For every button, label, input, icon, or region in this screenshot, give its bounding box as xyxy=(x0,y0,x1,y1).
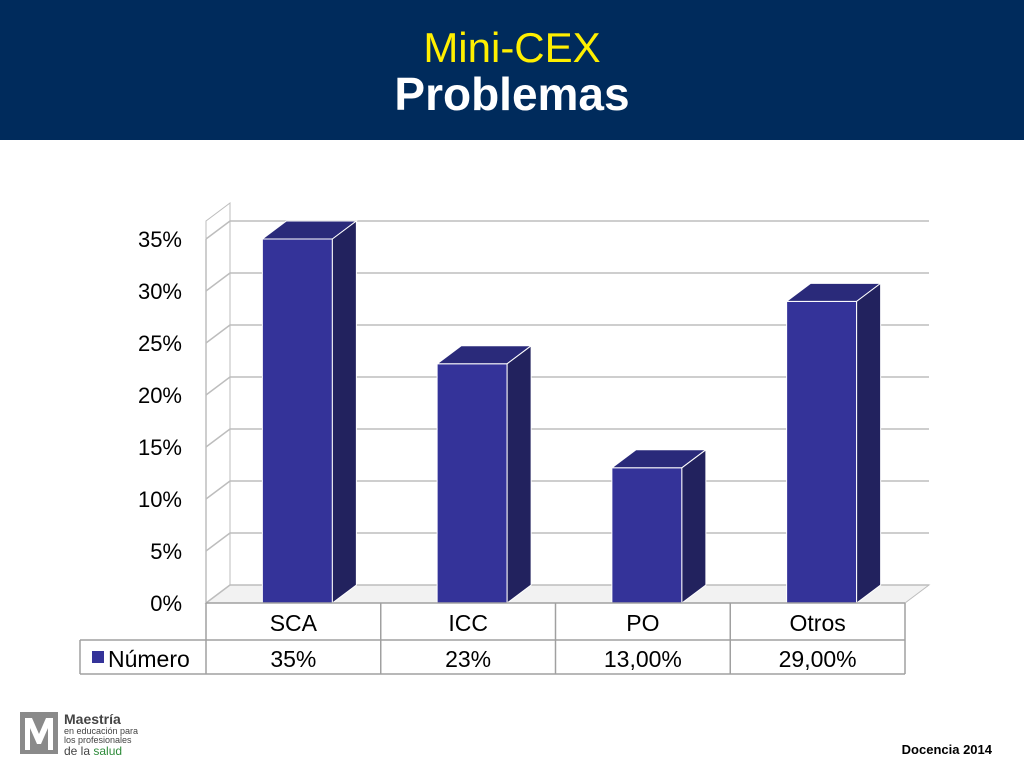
logo-line-3a: de la xyxy=(64,744,91,758)
gridline-depth xyxy=(205,480,231,500)
gridline-depth xyxy=(205,220,231,240)
footer-text: Docencia 2014 xyxy=(901,742,992,757)
logo-m-icon xyxy=(20,712,58,754)
bar-icc xyxy=(436,363,508,604)
data-label: 13,00% xyxy=(604,646,682,672)
header-bar: Mini-CEX Problemas xyxy=(0,0,1024,140)
gridline-depth xyxy=(205,272,231,292)
data-label: 29,00% xyxy=(779,646,857,672)
bar-side-otros xyxy=(856,282,882,604)
logo-line-1: en educación para xyxy=(64,726,139,736)
bar-otros xyxy=(786,300,858,604)
gridline-depth xyxy=(205,376,231,396)
chart-side-wall xyxy=(205,202,231,604)
y-tick-label: 10% xyxy=(138,487,182,512)
gridline-depth xyxy=(205,324,231,344)
logo-title: Maestría xyxy=(64,711,121,727)
legend-label: Número xyxy=(108,646,190,672)
logo-line-3b: salud xyxy=(93,744,123,758)
bar-po xyxy=(611,467,683,604)
data-label: 23% xyxy=(445,646,491,672)
data-label: 35% xyxy=(270,646,316,672)
legend-swatch xyxy=(92,651,104,663)
bar-side-sca xyxy=(331,220,357,604)
y-tick-label: 35% xyxy=(138,227,182,252)
x-tick-label: PO xyxy=(626,610,659,636)
page-title: Mini-CEX xyxy=(423,24,601,71)
logo-text: Maestría en educación para los profesion… xyxy=(64,712,138,758)
x-tick-label: ICC xyxy=(448,610,488,636)
y-tick-label: 5% xyxy=(150,539,182,564)
y-tick-label: 20% xyxy=(138,383,182,408)
x-tick-label: Otros xyxy=(790,610,846,636)
gridline-depth xyxy=(205,428,231,448)
gridline-depth xyxy=(205,584,231,604)
bar-side-po xyxy=(681,448,707,604)
maestria-logo: Maestría en educación para los profesion… xyxy=(20,712,160,758)
bar-side-icc xyxy=(506,344,532,604)
bar-sca xyxy=(261,238,333,604)
y-tick-label: 15% xyxy=(138,435,182,460)
logo-line-3: de la salud xyxy=(64,745,138,758)
gridline-depth xyxy=(205,532,231,552)
page-subtitle: Problemas xyxy=(394,68,630,120)
x-tick-label: SCA xyxy=(270,610,318,636)
y-tick-label: 30% xyxy=(138,279,182,304)
y-tick-label: 0% xyxy=(150,591,182,616)
logo-line-2: los profesionales xyxy=(64,735,132,745)
y-tick-label: 25% xyxy=(138,331,182,356)
